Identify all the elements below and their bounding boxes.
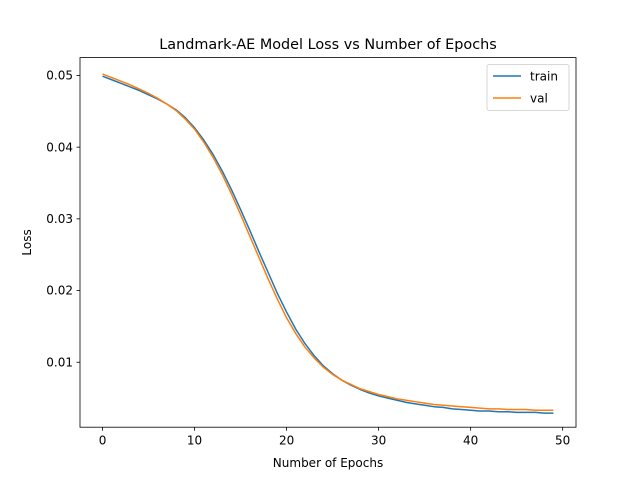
- y-tick-label: 0.05: [46, 69, 73, 83]
- x-tick-label: 0: [99, 434, 107, 448]
- legend-label-val: val: [530, 92, 548, 106]
- series-line-val: [102, 73, 554, 412]
- legend: train val: [486, 64, 570, 111]
- chart-title: Landmark-AE Model Loss vs Number of Epoc…: [159, 37, 496, 53]
- plot-frame: [79, 57, 577, 428]
- y-tick-label: 0.02: [46, 284, 73, 298]
- series-lines: [102, 73, 554, 414]
- x-tick-label: 10: [187, 434, 202, 448]
- x-axis-label: Number of Epochs: [273, 456, 383, 470]
- x-tick-label: 40: [463, 434, 478, 448]
- x-tick-label: 50: [555, 434, 570, 448]
- y-tick-label: 0.03: [46, 212, 73, 226]
- y-tick-label: 0.04: [46, 140, 73, 154]
- y-axis-label: Loss: [20, 229, 34, 255]
- x-tick-label: 20: [279, 434, 294, 448]
- x-tick-label: 30: [371, 434, 386, 448]
- legend-label-train: train: [530, 70, 558, 84]
- axis-ticks: 0 10 20 30 40 50 0.01 0.02 0.03 0.04 0.05: [46, 69, 570, 448]
- y-tick-label: 0.01: [46, 355, 73, 369]
